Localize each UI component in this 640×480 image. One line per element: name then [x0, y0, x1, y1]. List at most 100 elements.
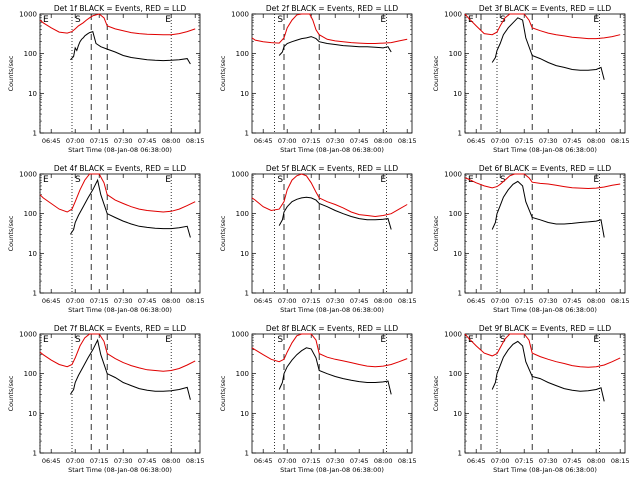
x-tick-label: 07:00: [491, 457, 510, 465]
x-tick-label: 07:45: [138, 297, 157, 305]
y-tick-label: 100: [449, 370, 462, 378]
x-tick-label: 07:00: [66, 297, 85, 305]
panel-3: 1 10 100 1000 06:45 07:00 07:15 07:30 07:45 08:00…: [432, 4, 630, 154]
y-tick-label: 1000: [19, 11, 37, 19]
y-tick-label: 1000: [19, 171, 37, 179]
x-tick-label: 07:30: [114, 137, 133, 145]
y-tick-label: 1: [458, 130, 462, 138]
marker-e-label: E: [380, 335, 386, 345]
x-tick-label: 07:45: [563, 137, 582, 145]
panel-7: 1 10 100 1000 06:45 07:00 07:15 07:30 07:45 08:00…: [7, 324, 205, 474]
y-tick-label: 100: [236, 370, 249, 378]
x-tick-label: 07:15: [302, 297, 321, 305]
x-tick-label: 07:00: [491, 297, 510, 305]
marker-e-label: E: [165, 175, 171, 185]
y-tick-label: 100: [449, 210, 462, 218]
x-axis-label: Start Time (08-Jan-08 06:38:00): [68, 146, 172, 154]
panel-title: Det 8f BLACK = Events, RED = LLD: [266, 324, 399, 333]
lld-series-line: [251, 13, 408, 44]
y-tick-label: 1: [33, 130, 37, 138]
marker-s-label: S: [75, 15, 81, 25]
plot-frame: [39, 333, 201, 454]
panel-title: Det 7f BLACK = Events, RED = LLD: [54, 324, 187, 333]
x-axis-label: Start Time (08-Jan-08 06:38:00): [280, 146, 384, 154]
events-series-line: [278, 196, 392, 230]
y-tick-label: 1000: [231, 11, 249, 19]
lld-series-line: [251, 333, 408, 368]
x-tick-label: 07:00: [66, 457, 85, 465]
lld-series-line: [464, 13, 621, 40]
panel-title: Det 6f BLACK = Events, RED = LLD: [479, 164, 612, 173]
x-axis-label: Start Time (08-Jan-08 06:38:00): [280, 306, 384, 314]
x-tick-label: 08:00: [162, 457, 181, 465]
x-tick-label: 08:15: [398, 457, 417, 465]
y-tick-label: 1000: [444, 331, 462, 339]
y-axis-label: Counts/sec: [219, 215, 227, 251]
x-tick-label: 07:30: [539, 297, 558, 305]
lld-series-line: [251, 173, 408, 218]
x-tick-label: 06:45: [254, 457, 273, 465]
marker-s-label: S: [277, 175, 283, 185]
x-tick-label: 07:15: [90, 457, 109, 465]
x-tick-label: 07:15: [515, 457, 534, 465]
panel-title: Det 5f BLACK = Events, RED = LLD: [266, 164, 399, 173]
marker-e-label: E: [593, 335, 599, 345]
x-tick-label: 08:00: [162, 137, 181, 145]
marker-e-label: E: [593, 15, 599, 25]
events-series-line: [278, 36, 392, 56]
x-tick-label: 07:45: [350, 457, 369, 465]
events-series-line: [491, 340, 605, 402]
x-tick-label: 06:45: [467, 297, 486, 305]
x-tick-label: 08:15: [186, 457, 205, 465]
events-series-line: [69, 338, 191, 400]
marker-e-label: E: [380, 175, 386, 185]
panel-8: 1 10 100 1000 06:45 07:00 07:15 07:30 07:45 08:00…: [219, 324, 417, 474]
plot-frame: [251, 333, 413, 454]
x-tick-label: 08:15: [186, 297, 205, 305]
marker-s-label: S: [75, 335, 81, 345]
x-tick-label: 08:15: [611, 137, 630, 145]
x-tick-label: 07:30: [114, 297, 133, 305]
x-tick-label: 07:30: [326, 297, 345, 305]
events-series-line: [70, 30, 191, 65]
y-tick-label: 1000: [19, 331, 37, 339]
x-tick-label: 07:00: [66, 137, 85, 145]
y-tick-label: 1: [33, 290, 37, 298]
x-tick-label: 08:00: [374, 297, 393, 305]
marker-s-label: S: [500, 175, 506, 185]
marker-e-label: E: [380, 15, 386, 25]
y-tick-label: 1: [245, 290, 249, 298]
events-series-line: [491, 17, 605, 80]
x-tick-label: 07:30: [539, 137, 558, 145]
y-tick-label: 1000: [444, 11, 462, 19]
y-tick-label: 1000: [231, 331, 249, 339]
y-tick-label: 100: [24, 370, 37, 378]
plot-frame: [39, 13, 201, 134]
y-tick-label: 1000: [444, 171, 462, 179]
panel-1: 1 10 100 1000 06:45 07:00 07:15 07:30 07:45 08:00…: [7, 4, 205, 154]
x-tick-label: 08:00: [587, 297, 606, 305]
y-tick-label: 1: [458, 450, 462, 458]
y-tick-label: 1000: [231, 171, 249, 179]
y-axis-label: Counts/sec: [7, 55, 15, 91]
x-tick-label: 08:15: [611, 297, 630, 305]
panel-5: 1 10 100 1000 06:45 07:00 07:15 07:30 07:45 08:00…: [219, 164, 417, 314]
x-tick-label: 07:00: [491, 137, 510, 145]
plot-frame: [464, 173, 626, 294]
x-tick-label: 07:30: [326, 457, 345, 465]
x-tick-label: 07:15: [302, 137, 321, 145]
x-tick-label: 07:45: [350, 297, 369, 305]
x-tick-label: 07:45: [563, 457, 582, 465]
y-tick-label: 1: [458, 290, 462, 298]
lld-series-line: [39, 13, 196, 36]
x-tick-label: 07:15: [515, 297, 534, 305]
x-tick-label: 07:15: [90, 137, 109, 145]
x-tick-label: 07:15: [90, 297, 109, 305]
x-tick-label: 08:15: [611, 457, 630, 465]
x-tick-label: 07:45: [138, 137, 157, 145]
y-tick-label: 100: [24, 210, 37, 218]
x-tick-label: 07:30: [114, 457, 133, 465]
y-tick-label: 1: [245, 450, 249, 458]
x-tick-label: 07:00: [278, 457, 297, 465]
